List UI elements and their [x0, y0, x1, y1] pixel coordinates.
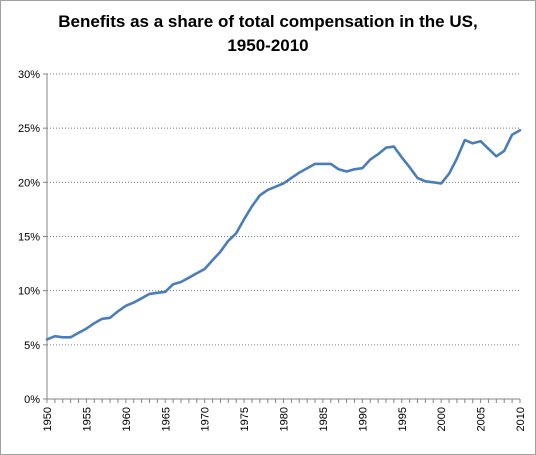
- x-tick-label: 1960: [121, 407, 133, 431]
- x-tick-label: 1950: [42, 407, 54, 431]
- y-tick-label: 5%: [24, 340, 40, 352]
- chart-title: Benefits as a share of total compensatio…: [0, 10, 536, 58]
- x-tick-label: 2005: [476, 407, 488, 431]
- x-tick-label: 1990: [357, 407, 369, 431]
- y-tick-label: 30%: [18, 69, 40, 81]
- chart-title-line-2: 1950-2010: [227, 36, 309, 55]
- series-line-0: [45, 129, 522, 341]
- x-tick-label: 2000: [436, 407, 448, 431]
- y-tick-label: 0%: [24, 394, 40, 406]
- x-tick-label: 1965: [160, 407, 172, 431]
- x-tick-label: 1975: [239, 407, 251, 431]
- y-tick-label: 20%: [18, 177, 40, 189]
- chart-title-line-1: Benefits as a share of total compensatio…: [58, 12, 478, 31]
- x-tick-label: 1980: [279, 407, 291, 431]
- x-tick-label: 1955: [81, 407, 93, 431]
- x-tick-label: 1985: [318, 407, 330, 431]
- y-tick-label: 15%: [18, 232, 40, 244]
- x-tick-label: 2010: [515, 407, 527, 431]
- y-tick-label: 25%: [18, 123, 40, 135]
- x-tick-label: 1995: [397, 407, 409, 431]
- x-tick-label: 1970: [200, 407, 212, 431]
- y-tick-label: 10%: [18, 286, 40, 298]
